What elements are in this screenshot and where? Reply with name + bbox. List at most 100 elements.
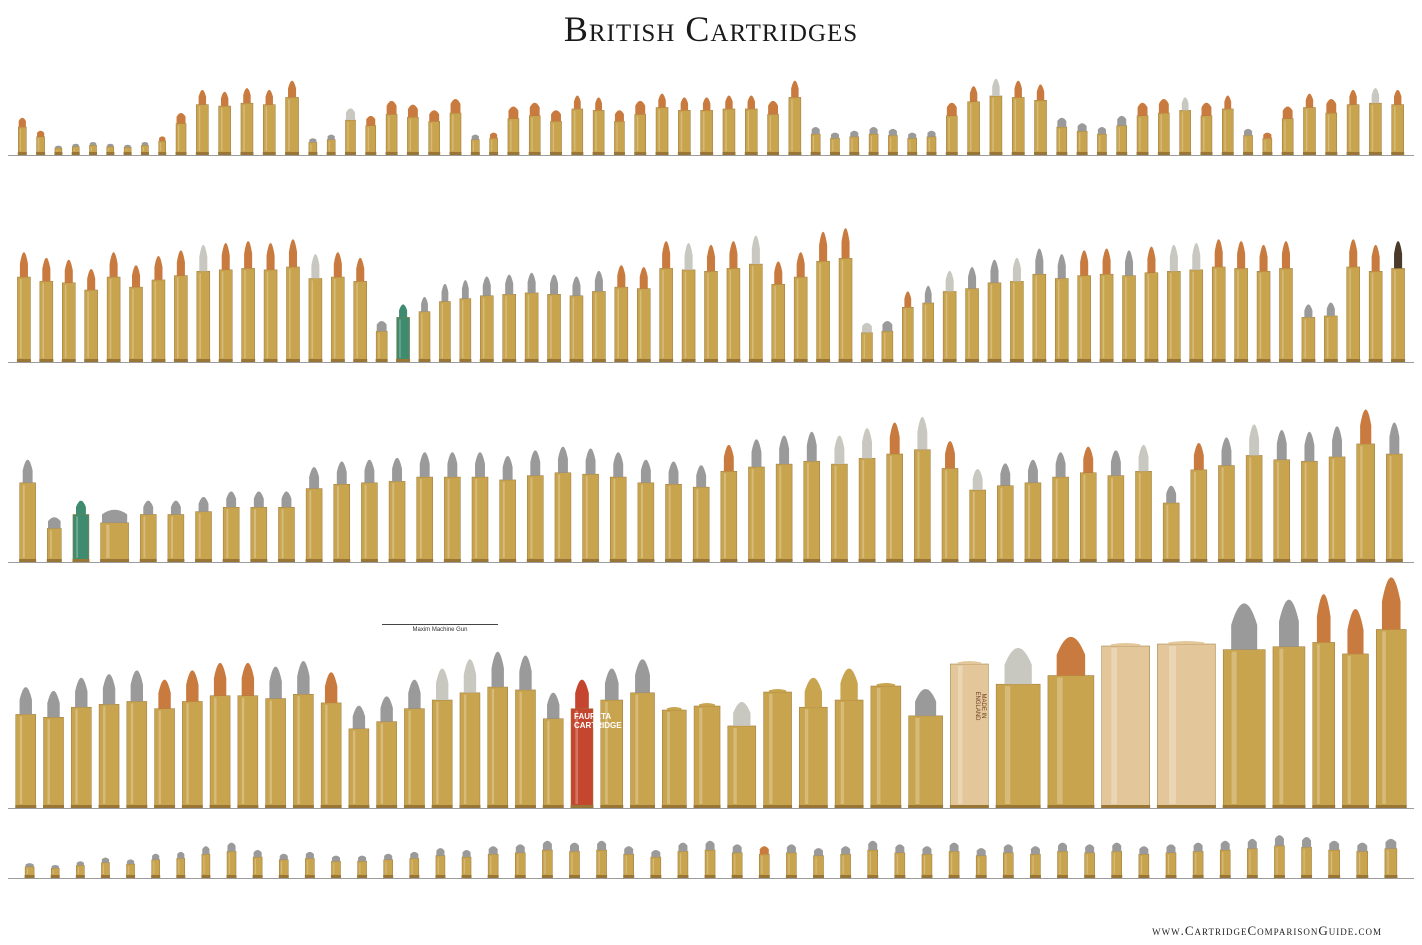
cartridge-61 [1346, 239, 1361, 363]
cartridge-55 [1116, 115, 1128, 156]
cartridge-3 [72, 500, 90, 563]
cartridge-31 [681, 242, 696, 363]
cartridge-14 [376, 696, 398, 809]
cartridge-28 [798, 677, 828, 809]
cartridge-3 [61, 259, 76, 363]
cartridge-22 [428, 110, 441, 156]
cartridge-15 [383, 853, 394, 879]
cartridge-38 [838, 228, 853, 363]
cartridge-32 [704, 244, 718, 363]
cartridge-53 [1076, 123, 1088, 156]
cartridge-43 [1190, 442, 1208, 563]
cartridge-61 [1243, 128, 1254, 156]
cartridge-23 [596, 840, 608, 879]
cartridge-35 [1101, 643, 1151, 809]
cartridge-50 [1328, 840, 1341, 879]
cartridge-57 [1157, 99, 1170, 156]
row-2-baseline [8, 362, 1414, 363]
cartridge-16 [431, 668, 453, 809]
cartridge-3 [75, 861, 85, 879]
cartridge-43 [868, 127, 879, 156]
cartridge-44 [887, 128, 898, 156]
cartridge-7 [151, 255, 166, 363]
cartridge-45 [987, 259, 1002, 363]
cartridge-24 [665, 461, 683, 563]
cartridge-19 [365, 115, 377, 156]
cartridge-13 [240, 88, 254, 156]
cartridge-4 [84, 269, 99, 363]
cartridge-11 [292, 661, 314, 809]
cartridge-26 [677, 842, 689, 879]
cartridge-38 [1052, 452, 1070, 563]
cartridge-23 [637, 459, 655, 563]
cartridge-19 [487, 846, 499, 879]
cartridge-33 [913, 416, 931, 563]
cartridge-17 [326, 134, 336, 156]
cartridge-29 [636, 267, 651, 363]
cartridge-47 [945, 102, 958, 156]
cartridge-row-4 [8, 550, 1414, 810]
cartridge-3 [54, 145, 63, 156]
cartridge-20 [385, 100, 398, 156]
cartridge-14 [388, 457, 406, 563]
cartridge-3 [70, 677, 92, 809]
cartridge-47 [1246, 838, 1258, 879]
cartridge-54 [1096, 127, 1107, 156]
cartridge-5 [126, 859, 136, 879]
cartridge-2 [43, 690, 65, 809]
cartridge-1 [17, 117, 27, 156]
cartridge-4 [100, 857, 110, 879]
cartridge-36 [1156, 641, 1216, 809]
cartridge-38 [1002, 844, 1014, 879]
cartridge-11 [195, 89, 209, 156]
cartridge-21 [459, 280, 472, 363]
cartridge-30 [785, 844, 797, 879]
cartridge-36 [996, 463, 1014, 563]
cartridge-52 [1056, 117, 1068, 156]
cartridge-28 [731, 844, 743, 879]
cartridge-41 [1084, 844, 1096, 879]
cartridge-4 [71, 143, 80, 156]
cartridge-5 [139, 500, 157, 563]
cartridge-68 [1391, 89, 1405, 156]
cartridge-7 [176, 851, 186, 879]
cartridge-37 [1024, 459, 1042, 563]
cartridge-10 [265, 666, 287, 809]
cartridge-64 [1302, 93, 1316, 156]
cartridge-16 [308, 138, 318, 156]
cartridge-40 [1107, 450, 1125, 563]
cartridge-26 [720, 444, 738, 563]
cartridge-50 [1011, 80, 1025, 156]
cartridge-row-3 [8, 390, 1414, 565]
cartridge-17 [375, 320, 388, 363]
cartridge-30 [592, 97, 605, 156]
cartridge-33 [995, 648, 1041, 809]
cartridge-25 [692, 465, 710, 563]
cartridge-17 [459, 659, 481, 809]
cartridge-21 [570, 679, 594, 809]
cartridge-47 [1032, 248, 1047, 363]
cartridge-33 [867, 840, 879, 879]
cartridge-16 [409, 851, 420, 879]
cartridge-9 [196, 244, 211, 363]
cartridge-6 [154, 679, 176, 809]
cartridge-56 [1234, 241, 1249, 363]
cartridge-8 [209, 662, 231, 809]
cartridge-48 [1328, 426, 1346, 563]
cartridge-12 [320, 672, 342, 809]
cartridge-10 [218, 242, 233, 363]
cartridge-44 [1165, 844, 1177, 879]
cartridge-1 [16, 252, 31, 363]
cartridge-30 [830, 435, 848, 563]
cartridge-42 [922, 285, 935, 363]
cartridge-26 [727, 701, 757, 809]
cartridge-7 [181, 670, 203, 809]
cartridge-15 [330, 252, 345, 363]
cartridge-29 [758, 846, 770, 879]
cartridge-25 [547, 274, 562, 363]
cartridge-8 [173, 250, 188, 363]
cartridge-38 [1272, 599, 1306, 809]
cartridge-24 [661, 707, 687, 809]
cartridge-8 [222, 491, 240, 563]
cartridge-10 [277, 491, 295, 563]
